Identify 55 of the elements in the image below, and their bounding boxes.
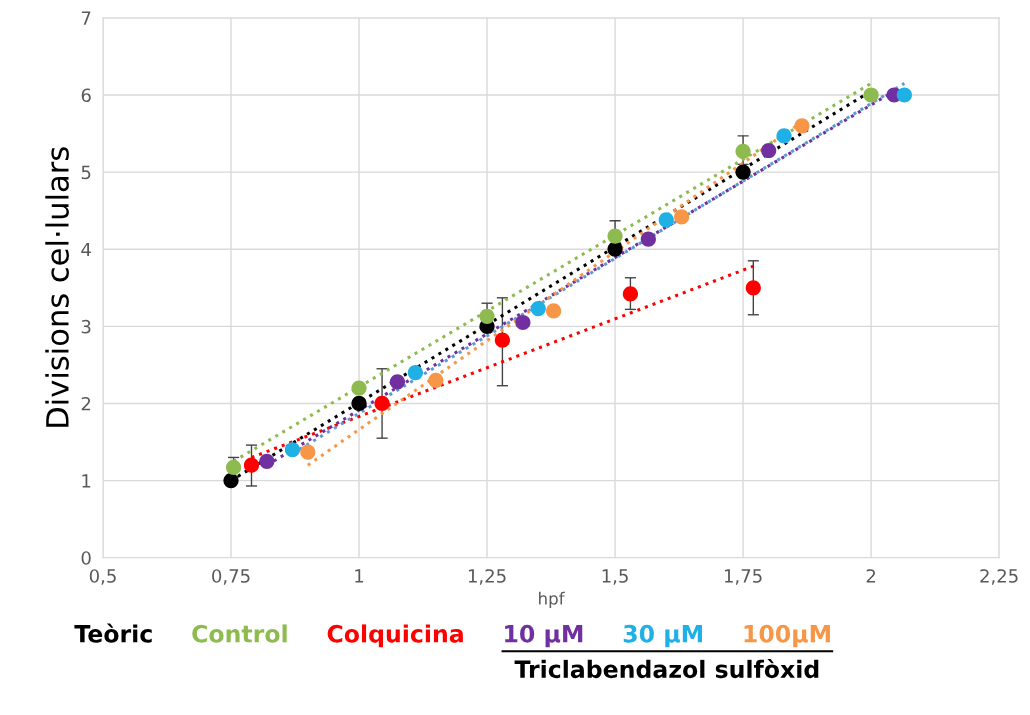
- y-tick-label: 1: [82, 474, 91, 488]
- y-tick-label: 6: [81, 88, 91, 103]
- point: [735, 143, 751, 159]
- x-axis-title: hpf: [539, 591, 565, 608]
- y-tick-label: 2: [81, 396, 91, 411]
- point: [530, 301, 546, 317]
- text: Teòric: [74, 623, 152, 643]
- point: [863, 87, 879, 103]
- point: [428, 372, 444, 388]
- point: [607, 241, 623, 257]
- point: [243, 457, 260, 473]
- point: [407, 365, 423, 381]
- y-tick-label: 3: [81, 319, 91, 334]
- x-tick-label: 2,25: [980, 569, 1018, 585]
- text: Triclabendazol sulfòxid: [514, 658, 819, 679]
- y-axis-title: Divisions cel·lulars: [45, 147, 69, 427]
- point: [351, 395, 367, 412]
- point: [794, 118, 810, 134]
- point: [479, 308, 495, 324]
- point: [351, 380, 367, 396]
- x-tick-label: 1,5: [602, 569, 628, 585]
- point: [389, 374, 406, 390]
- x-tick-label: 2: [866, 569, 876, 583]
- text: 30 µM: [623, 624, 702, 648]
- point: [223, 472, 239, 489]
- point: [674, 209, 690, 225]
- x-tick-label: 1: [355, 569, 364, 583]
- point: [658, 212, 674, 228]
- point: [374, 395, 390, 412]
- point: [776, 128, 792, 144]
- point: [735, 164, 751, 180]
- text: Colquicina: [327, 624, 463, 648]
- y-tick-label: 7: [81, 11, 91, 25]
- point: [896, 87, 912, 103]
- y-tick-label: 0: [81, 551, 91, 565]
- point: [284, 442, 301, 458]
- point: [607, 228, 623, 244]
- x-tick-label: 0,75: [212, 569, 250, 585]
- point: [515, 314, 531, 331]
- point: [259, 453, 275, 469]
- point: [300, 444, 316, 460]
- text: 100µM: [744, 624, 830, 648]
- point: [761, 142, 777, 159]
- point: [640, 231, 656, 247]
- point: [546, 303, 562, 319]
- x-tick-label: 1,75: [724, 569, 762, 585]
- point: [494, 332, 511, 348]
- text: Control: [192, 624, 287, 643]
- point: [622, 286, 639, 302]
- point: [745, 280, 761, 296]
- y-tick-label: 5: [81, 165, 91, 180]
- x-tick-label: 1,25: [468, 569, 506, 585]
- text: 10 µM: [505, 624, 583, 648]
- y-tick-label: 4: [81, 242, 91, 257]
- x-tick-label: 0,5: [89, 569, 116, 585]
